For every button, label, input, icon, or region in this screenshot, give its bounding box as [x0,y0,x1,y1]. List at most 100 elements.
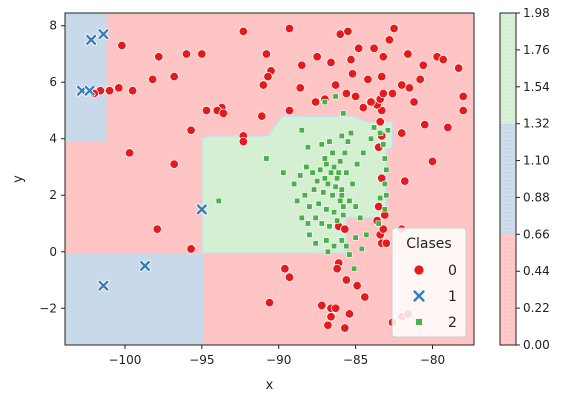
point-class-0 [352,280,362,291]
colorbar: 0.00 0.22 0.44 0.66 0.88 1.10 1.32 1.54 1.76 1.98 [499,6,550,352]
point-class-0 [377,71,387,82]
point-class-0 [169,159,179,169]
point-class-1 [97,28,110,41]
point-class-2 [263,155,270,162]
colorbar-tick-label: 0.88 [523,190,550,204]
point-class-2 [291,180,298,187]
point-class-0 [284,23,295,34]
point-class-0 [124,148,135,158]
point-class-1 [85,33,98,46]
point-class-2 [347,130,355,137]
point-class-0 [347,69,358,79]
point-class-2 [323,206,330,213]
point-class-0 [341,88,352,99]
point-class-2 [323,237,330,244]
point-class-2 [381,206,388,213]
point-class-2 [329,149,336,156]
point-class-2 [383,166,390,173]
point-class-0 [341,275,352,285]
point-class-2 [338,132,345,139]
point-class-2 [312,240,319,247]
legend-marker-1 [412,289,426,303]
point-class-0 [344,309,355,319]
y-tick-label: 6 [49,75,57,89]
colorbar-band [500,123,516,235]
point-class-0 [363,74,373,85]
point-class-0 [353,43,364,54]
point-class-2 [381,155,388,162]
x-tick-label: −85 [343,353,368,367]
point-class-0 [263,71,273,82]
colorbar-frame [499,12,517,346]
point-class-2 [338,186,345,193]
point-class-2 [297,172,304,179]
point-class-0 [326,57,336,68]
point-class-0 [420,119,430,130]
point-class-0 [427,156,438,167]
point-class-0 [458,91,468,102]
point-class-1 [83,84,96,97]
point-class-2 [332,93,339,100]
x-tick-label: −95 [189,353,214,367]
point-class-2 [298,214,305,221]
point-class-0 [346,54,356,65]
point-class-2 [324,248,331,255]
point-class-2 [331,163,338,171]
point-class-2 [306,231,313,238]
point-class-2 [340,212,347,219]
point-class-2 [327,169,335,176]
point-class-0 [117,40,127,51]
point-class-2 [346,251,353,258]
point-class-2 [332,183,339,190]
point-class-0 [312,52,322,62]
point-class-0 [397,80,407,90]
point-class-0 [340,323,350,333]
point-class-0 [384,35,395,45]
point-class-0 [366,97,376,107]
point-class-2 [304,144,311,151]
legend-label-2: 2 [448,315,457,331]
y-tick-label: 2 [49,188,57,202]
point-class-2 [358,245,365,252]
colorbar-band [500,234,516,345]
point-class-2 [309,169,316,176]
point-class-2 [357,214,364,221]
point-class-2 [338,237,345,244]
point-class-2 [344,138,351,145]
legend-label-0: 0 [448,263,457,279]
point-class-0 [377,173,387,183]
point-class-0 [387,88,398,99]
point-class-2 [340,110,347,117]
point-class-0 [378,224,388,234]
point-class-0 [152,224,162,234]
point-class-0 [443,122,453,133]
legend-label-1: 1 [448,289,457,305]
point-class-2 [340,203,347,210]
colorbar-tick-label: 1.76 [523,43,550,57]
point-class-2 [326,223,333,230]
point-class-0 [218,108,229,119]
region-class-1 [65,13,107,142]
point-class-0 [358,102,368,113]
point-class-2 [314,178,321,185]
point-class-2 [351,265,358,272]
y-tick-label: −2 [39,301,57,315]
point-class-0 [261,49,272,59]
point-class-0 [389,23,399,34]
point-class-0 [186,244,196,254]
region-class-1 [65,253,204,345]
point-class-0 [127,86,138,96]
point-class-2 [377,130,384,137]
point-class-2 [280,169,287,176]
point-class-0 [258,80,269,90]
point-class-0 [238,136,249,147]
legend-title: Clases [406,236,451,252]
point-class-2 [318,220,325,227]
point-class-2 [377,195,384,202]
point-class-0 [201,105,212,116]
point-class-2 [320,189,327,196]
point-class-0 [378,52,388,62]
data-points [76,23,468,333]
point-class-2 [294,197,301,204]
